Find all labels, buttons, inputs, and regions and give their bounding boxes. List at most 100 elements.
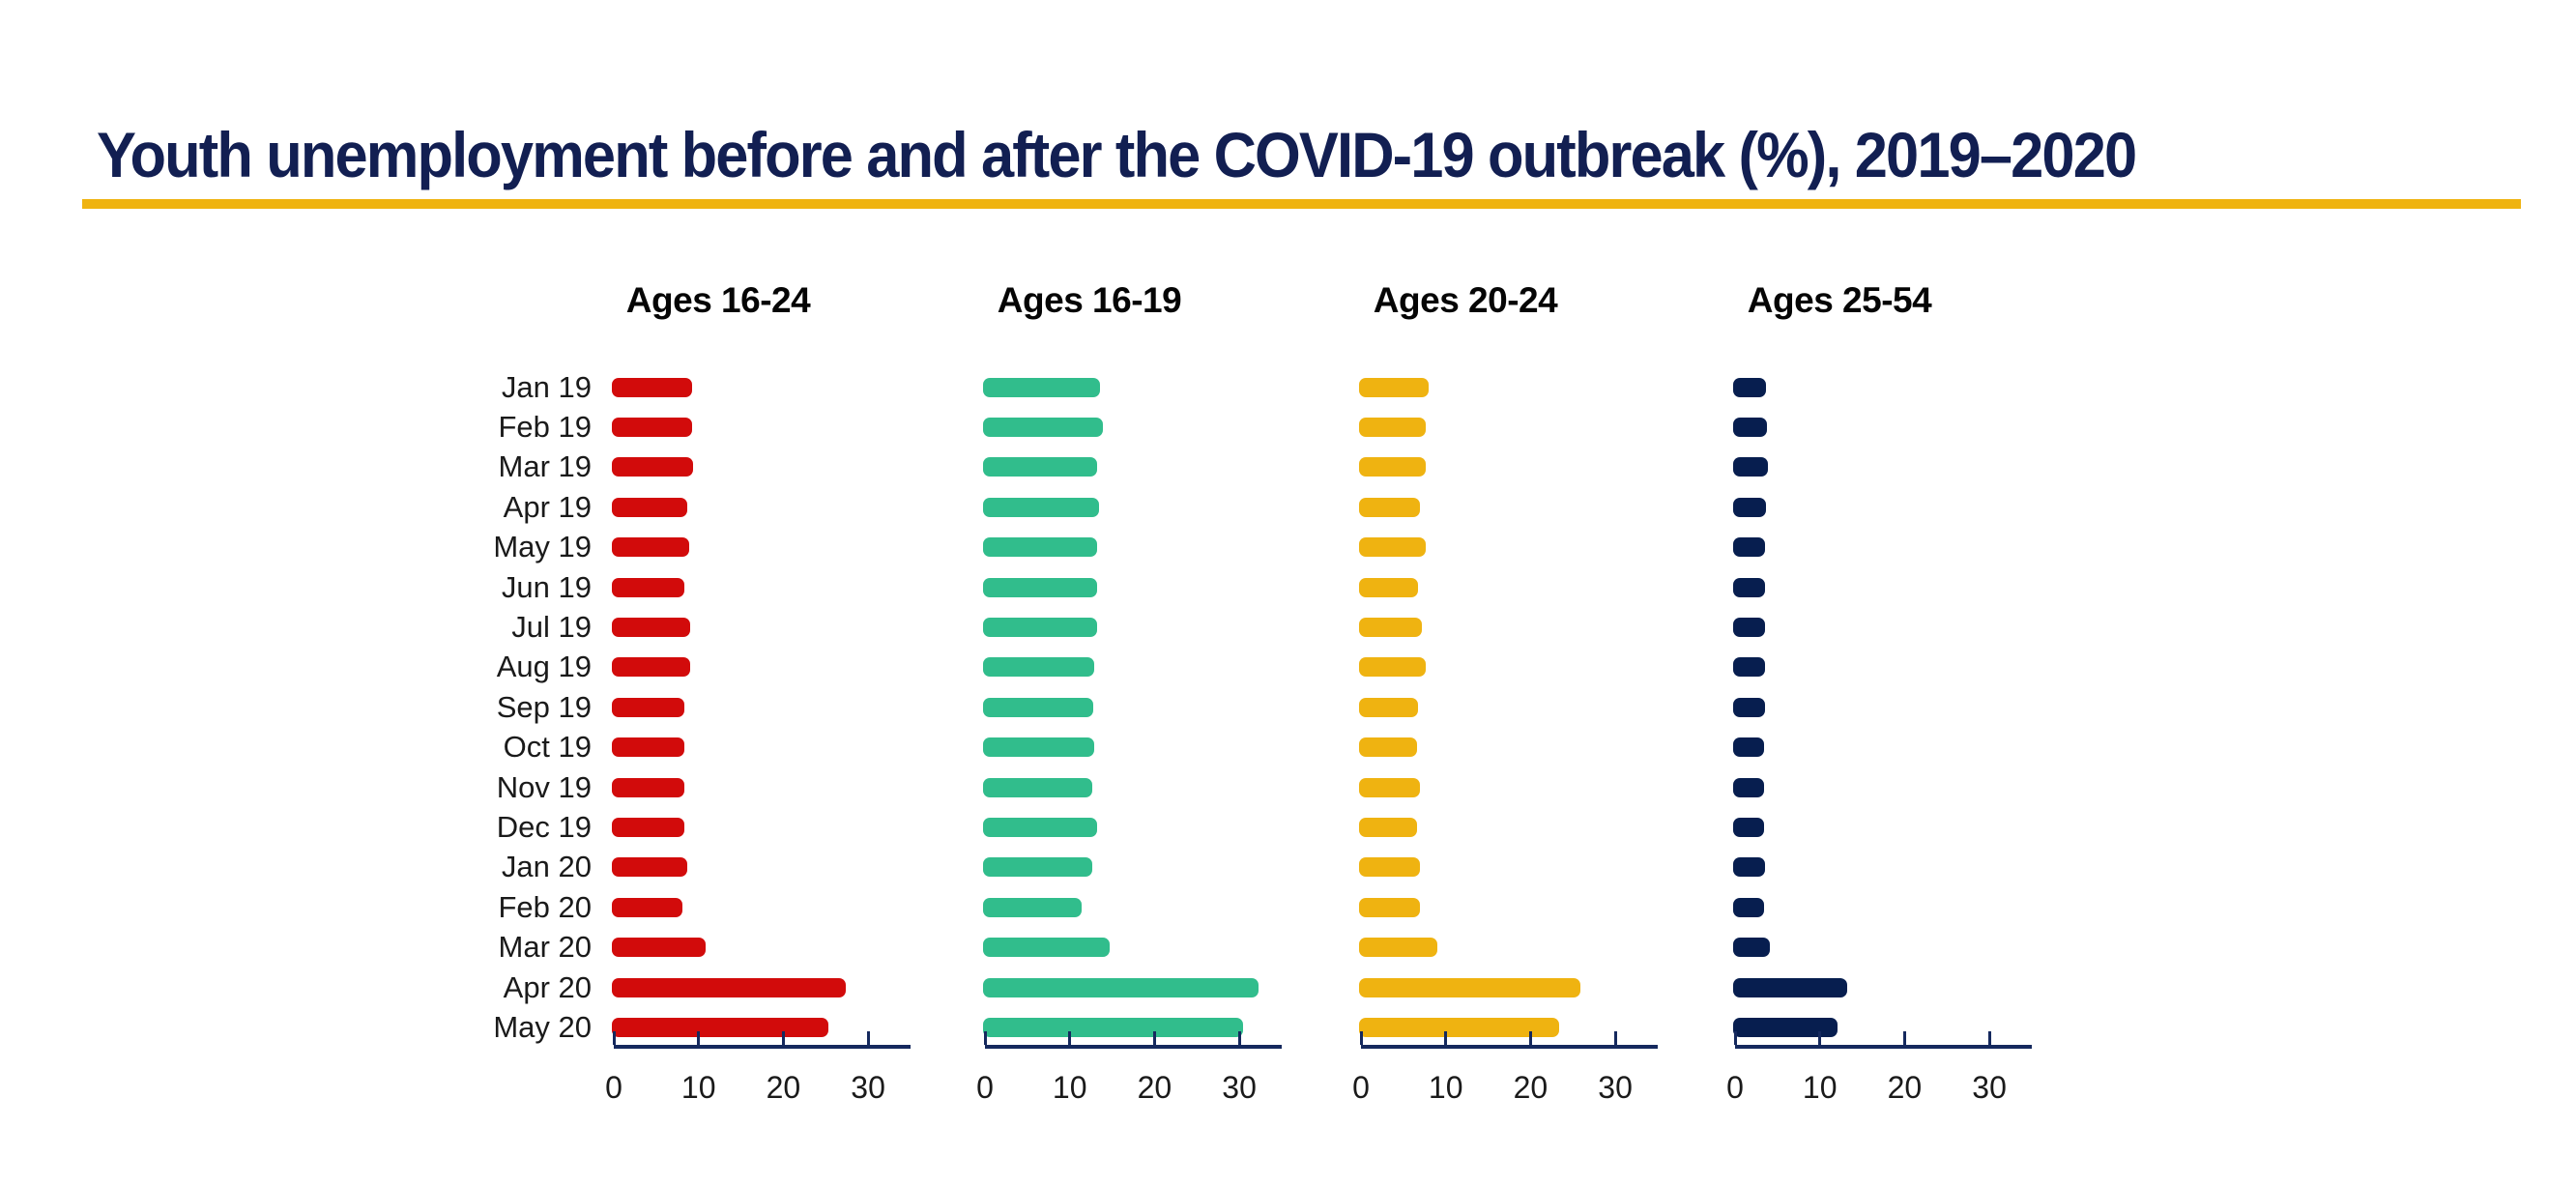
category-label: Feb 19: [498, 409, 592, 444]
x-axis-tick-label: 30: [1598, 1070, 1633, 1105]
x-axis-tick: [1613, 1031, 1617, 1045]
bar-ages-16-19-feb-19: [983, 417, 1103, 437]
x-axis-tick-label: 20: [1513, 1070, 1548, 1105]
bar-ages-16-24-feb-20: [612, 897, 683, 917]
bar-ages-20-24-may-20: [1359, 1017, 1560, 1037]
bar-ages-16-24-nov-19: [612, 777, 684, 797]
bar-ages-16-24-oct-19: [612, 737, 684, 758]
bar-ages-16-24-apr-20: [612, 977, 847, 997]
bar-ages-16-19-dec-19: [983, 817, 1097, 837]
x-axis-tick: [1444, 1031, 1448, 1045]
bar-ages-16-19-may-19: [983, 537, 1097, 558]
category-label: Jan 19: [501, 369, 592, 404]
bar-ages-16-19-mar-19: [983, 457, 1097, 477]
bar-ages-16-19-aug-19: [983, 657, 1095, 678]
bar-ages-20-24-mar-20: [1359, 938, 1437, 958]
x-axis-tick: [1068, 1031, 1072, 1045]
category-label: May 20: [493, 1009, 592, 1044]
category-label: May 19: [493, 530, 592, 564]
chart-subtitle-ages-20-24: Ages 20-24: [1373, 280, 1558, 320]
bar-ages-16-19-jun-19: [983, 577, 1097, 597]
bar-ages-20-24-jan-19: [1359, 377, 1430, 397]
bar-ages-16-24-mar-20: [612, 938, 706, 958]
category-label: Mar 19: [498, 449, 592, 484]
bar-ages-16-19-jul-19: [983, 617, 1097, 637]
bar-ages-25-54-sep-19: [1733, 697, 1765, 717]
bar-ages-16-24-aug-19: [612, 657, 690, 678]
x-axis-tick: [1359, 1031, 1363, 1045]
bar-ages-16-19-feb-20: [983, 897, 1082, 917]
category-label: Apr 19: [503, 489, 592, 524]
bar-ages-16-24-mar-19: [612, 457, 693, 477]
category-label: Mar 20: [498, 930, 592, 965]
bar-ages-16-24-apr-19: [612, 497, 688, 517]
x-axis-tick-label: 20: [766, 1070, 801, 1105]
bar-ages-16-24-sep-19: [612, 697, 684, 717]
category-label: Nov 19: [496, 769, 592, 804]
bar-ages-20-24-nov-19: [1359, 777, 1420, 797]
x-axis-tick: [983, 1031, 987, 1045]
bar-ages-16-24-may-20: [612, 1017, 828, 1037]
x-axis-tick: [612, 1031, 616, 1045]
bar-ages-25-54-mar-20: [1733, 938, 1770, 958]
bar-ages-25-54-apr-19: [1733, 497, 1766, 517]
bar-ages-20-24-jul-19: [1359, 617, 1423, 637]
bar-ages-25-54-jun-19: [1733, 577, 1765, 597]
bar-ages-20-24-apr-20: [1359, 977, 1581, 997]
bar-ages-25-54-jan-19: [1733, 377, 1767, 397]
bar-ages-16-19-apr-20: [983, 977, 1259, 997]
x-axis-tick: [1733, 1031, 1737, 1045]
x-axis-tick-label: 0: [1352, 1070, 1370, 1105]
x-axis-tick-label: 0: [1726, 1070, 1744, 1105]
bar-ages-20-24-may-19: [1359, 537, 1426, 558]
x-axis-tick-label: 30: [851, 1070, 885, 1105]
x-axis-tick-label: 30: [1222, 1070, 1257, 1105]
bar-ages-25-54-feb-19: [1733, 417, 1768, 437]
bar-ages-20-24-dec-19: [1359, 817, 1417, 837]
chart-subtitle-ages-16-19: Ages 16-19: [997, 280, 1182, 320]
page-title: Youth unemployment before and after the …: [97, 119, 2137, 190]
bar-ages-16-19-mar-20: [983, 938, 1110, 958]
bar-ages-16-24-jul-19: [612, 617, 690, 637]
bar-ages-16-24-dec-19: [612, 817, 684, 837]
title-underline-rule: [82, 199, 2521, 209]
category-label: Apr 20: [503, 969, 592, 1004]
bar-ages-25-54-may-20: [1733, 1017, 1838, 1037]
bar-ages-16-24-feb-19: [612, 417, 692, 437]
category-label: Sep 19: [496, 689, 592, 724]
bar-ages-20-24-apr-19: [1359, 497, 1420, 517]
x-axis-tick-label: 20: [1137, 1070, 1172, 1105]
x-axis-tick: [866, 1031, 870, 1045]
bar-ages-25-54-feb-20: [1733, 897, 1764, 917]
bar-ages-16-19-oct-19: [983, 737, 1095, 758]
chart-subtitle-ages-25-54: Ages 25-54: [1747, 280, 1932, 320]
x-axis-tick: [781, 1031, 785, 1045]
bar-ages-25-54-apr-20: [1733, 977, 1847, 997]
bar-ages-16-24-may-19: [612, 537, 690, 558]
x-axis-tick-label: 30: [1972, 1070, 2007, 1105]
bar-ages-20-24-aug-19: [1359, 657, 1426, 678]
x-axis-tick: [1818, 1031, 1822, 1045]
x-axis-tick-label: 0: [976, 1070, 994, 1105]
category-label: Dec 19: [496, 809, 592, 844]
x-axis-tick: [1902, 1031, 1906, 1045]
bar-ages-25-54-nov-19: [1733, 777, 1764, 797]
bar-ages-16-24-jun-19: [612, 577, 684, 597]
bar-ages-16-24-jan-20: [612, 857, 688, 878]
bar-ages-25-54-dec-19: [1733, 817, 1764, 837]
category-label: Jan 20: [501, 850, 592, 884]
x-axis-tick: [1987, 1031, 1991, 1045]
category-label: Aug 19: [496, 650, 592, 684]
bar-ages-16-19-nov-19: [983, 777, 1092, 797]
bar-ages-25-54-aug-19: [1733, 657, 1765, 678]
x-axis-tick-label: 0: [605, 1070, 622, 1105]
bar-ages-16-24-jan-19: [612, 377, 692, 397]
bar-ages-16-19-jan-20: [983, 857, 1092, 878]
x-axis-line: [985, 1045, 1282, 1049]
bar-ages-25-54-oct-19: [1733, 737, 1764, 758]
x-axis-tick-label: 10: [680, 1070, 716, 1105]
x-axis-tick: [1528, 1031, 1532, 1045]
x-axis-tick-label: 10: [1052, 1070, 1087, 1105]
